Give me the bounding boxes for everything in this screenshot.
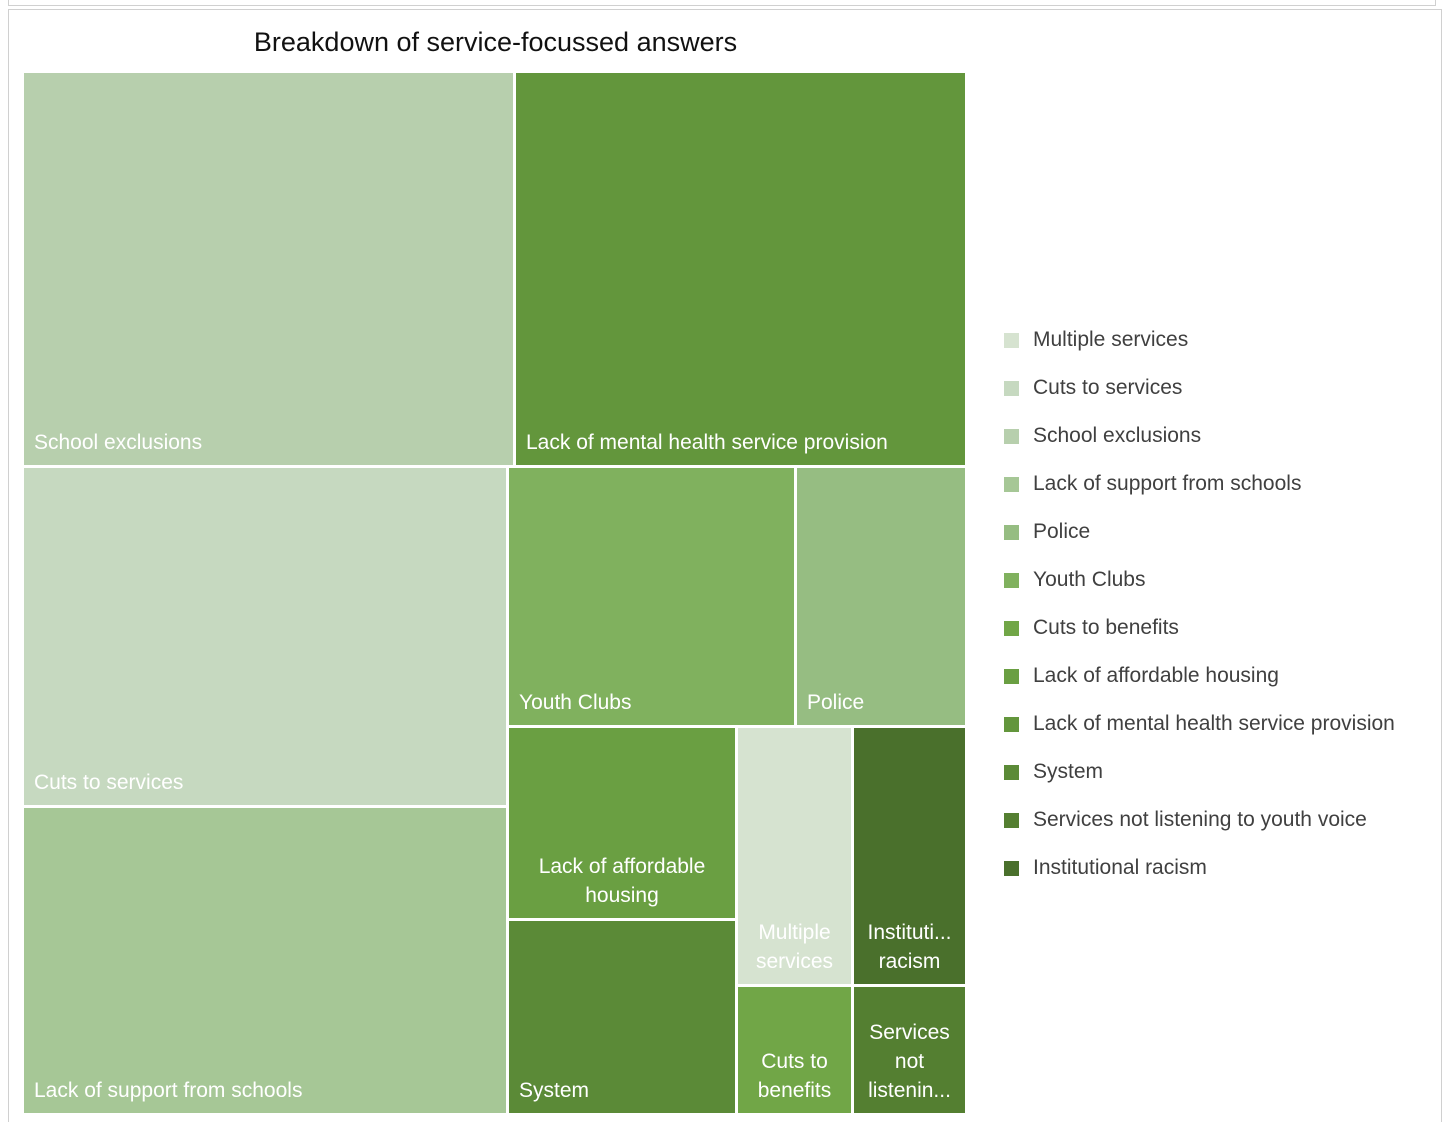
legend-label: Youth Clubs	[1033, 568, 1146, 591]
legend-item: School exclusions	[1004, 412, 1434, 460]
treemap-tile-label: Cuts to benefits	[757, 1050, 832, 1102]
legend-swatch	[1004, 572, 1019, 588]
legend-label: System	[1033, 760, 1104, 783]
legend-swatch	[1004, 524, 1019, 540]
legend-label: Cuts to services	[1033, 376, 1183, 399]
legend-label: Lack of support from schools	[1033, 472, 1302, 495]
treemap-tile-institutional-racism: Instituti... racism	[854, 728, 968, 987]
legend-swatch	[1004, 380, 1019, 396]
treemap-tile-label: Multiple services	[755, 921, 834, 973]
chart-legend: Multiple services Cuts to services School …	[1004, 316, 1434, 892]
treemap-tile-lack-of-support-from-schools: Lack of support from schools	[24, 808, 509, 1116]
legend-item: Lack of support from schools	[1004, 460, 1434, 508]
treemap-tile-services-not-listening-to-youth-voice: Services not listenin...	[854, 987, 968, 1116]
treemap-tile-label: Services not listenin...	[868, 1021, 951, 1102]
previous-panel-edge	[8, 0, 1436, 6]
legend-swatch	[1004, 620, 1019, 636]
legend-swatch	[1004, 332, 1019, 348]
treemap-tile-lack-of-mental-health-service-provision: Lack of mental health service provision	[516, 73, 968, 468]
legend-label: Institutional racism	[1033, 856, 1207, 879]
legend-item: Lack of affordable housing	[1004, 652, 1434, 700]
treemap-tile-multiple-services: Multiple services	[738, 728, 854, 987]
chart-title: Breakdown of service-focussed answers	[253, 27, 738, 57]
legend-item: Cuts to services	[1004, 364, 1434, 412]
legend-item: System	[1004, 748, 1434, 796]
treemap-tile-system: System	[509, 921, 738, 1116]
treemap-tile-youth-clubs: Youth Clubs	[509, 468, 797, 728]
legend-label: Lack of mental health service provision	[1033, 712, 1395, 735]
treemap-tile-label: System	[519, 1079, 590, 1102]
legend-item: Services not listening to youth voice	[1004, 796, 1434, 844]
treemap-tile-police: Police	[797, 468, 968, 728]
treemap-plot-area: School exclusions Lack of mental health s…	[24, 73, 968, 1116]
treemap-tile-label: Lack of support from schools	[34, 1079, 303, 1102]
legend-swatch	[1004, 428, 1019, 444]
treemap-tile-lack-of-affordable-housing: Lack of affordable housing	[509, 728, 738, 921]
legend-label: Multiple services	[1033, 328, 1189, 351]
legend-swatch	[1004, 668, 1019, 684]
legend-item: Youth Clubs	[1004, 556, 1434, 604]
legend-item: Institutional racism	[1004, 844, 1434, 892]
legend-swatch	[1004, 812, 1019, 828]
legend-swatch	[1004, 764, 1019, 780]
treemap-tile-cuts-to-services: Cuts to services	[24, 468, 509, 808]
treemap-tile-label: Youth Clubs	[519, 691, 632, 714]
legend-item: Police	[1004, 508, 1434, 556]
treemap-tile-label: Cuts to services	[34, 771, 184, 794]
legend-item: Cuts to benefits	[1004, 604, 1434, 652]
treemap-tile-label: Lack of mental health service provision	[526, 431, 888, 454]
legend-label: Services not listening to youth voice	[1033, 808, 1367, 831]
treemap-tile-label: Lack of affordable housing	[538, 855, 706, 907]
treemap-tile-label: School exclusions	[34, 431, 203, 454]
legend-swatch	[1004, 716, 1019, 732]
treemap-tile-cuts-to-benefits: Cuts to benefits	[738, 987, 854, 1116]
legend-item: Lack of mental health service provision	[1004, 700, 1434, 748]
legend-swatch	[1004, 476, 1019, 492]
treemap-tile-school-exclusions: School exclusions	[24, 73, 516, 468]
treemap-tile-label: Instituti... racism	[867, 921, 952, 973]
legend-label: Lack of affordable housing	[1033, 664, 1279, 687]
legend-label: Police	[1033, 520, 1091, 543]
treemap-tile-label: Police	[807, 691, 865, 714]
legend-item: Multiple services	[1004, 316, 1434, 364]
legend-label: School exclusions	[1033, 424, 1202, 447]
legend-swatch	[1004, 860, 1019, 876]
chart-frame	[8, 9, 1442, 1122]
legend-label: Cuts to benefits	[1033, 616, 1179, 639]
